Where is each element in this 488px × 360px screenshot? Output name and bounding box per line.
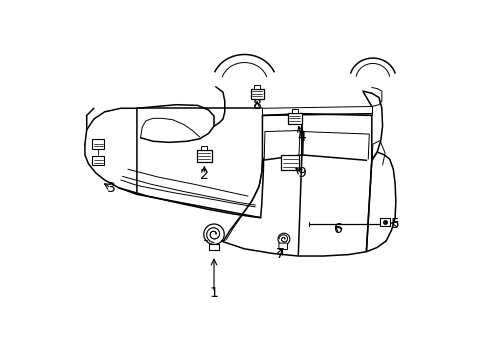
Text: 7: 7 <box>275 247 284 261</box>
Bar <box>281 155 299 170</box>
Bar <box>291 109 297 113</box>
Text: 1: 1 <box>209 286 218 300</box>
Bar <box>250 89 263 99</box>
Bar <box>254 85 260 89</box>
Bar <box>379 219 389 226</box>
Text: 4: 4 <box>297 130 305 144</box>
Text: 3: 3 <box>106 181 115 195</box>
Bar <box>92 156 104 165</box>
Text: 9: 9 <box>296 166 305 180</box>
Text: 5: 5 <box>390 217 399 231</box>
Bar <box>287 113 301 124</box>
Text: 8: 8 <box>252 98 261 112</box>
Text: 6: 6 <box>333 222 342 236</box>
Text: 2: 2 <box>200 168 208 182</box>
Bar <box>92 139 104 149</box>
Bar <box>196 149 211 162</box>
Bar <box>201 146 207 149</box>
FancyBboxPatch shape <box>278 243 287 249</box>
